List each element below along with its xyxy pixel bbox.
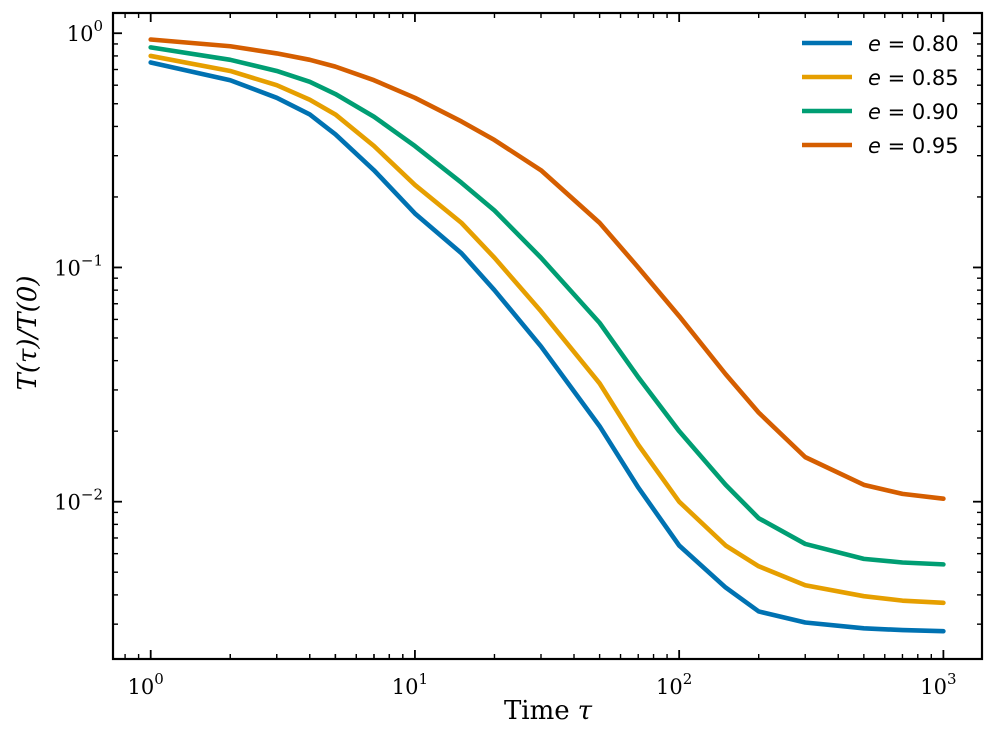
series-line-1	[148, 53, 946, 606]
legend-label-3: e = 0.95	[868, 134, 959, 158]
legend-label-0: e = 0.80	[868, 32, 959, 56]
x-axis-label-symbol: τ	[578, 696, 593, 726]
y-tick-label-1: 10−1	[54, 251, 103, 280]
y-tick-label-2: 10−2	[54, 486, 103, 515]
x-tick-label-2: 102	[656, 670, 692, 699]
legend: e = 0.80 e = 0.85 e = 0.90 e = 0.95	[802, 32, 959, 158]
legend-label-2: e = 0.90	[868, 100, 959, 124]
series-line-0	[148, 60, 946, 634]
series-layer	[148, 37, 946, 634]
x-axis-label-word: Time	[504, 696, 570, 726]
tick-layer: 100 101 102 103 100 10−1 10−2	[54, 13, 982, 699]
series-line-3	[148, 37, 946, 501]
plot-frame	[111, 11, 984, 661]
x-axis-label: Time τ	[504, 696, 593, 726]
y-axis-label: T(τ)/T(0)	[13, 276, 43, 391]
legend-label-1: e = 0.85	[868, 66, 959, 90]
x-tick-label-3: 103	[920, 670, 956, 699]
x-tick-label-0: 100	[128, 670, 164, 699]
y-tick-label-0: 100	[67, 17, 103, 46]
x-tick-label-1: 101	[392, 670, 428, 699]
series-line-2	[148, 45, 946, 567]
